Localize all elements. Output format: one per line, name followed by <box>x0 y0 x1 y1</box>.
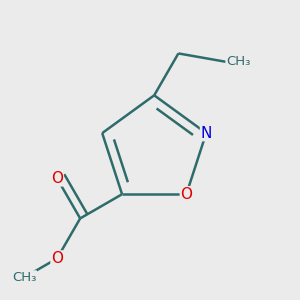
Text: CH₃: CH₃ <box>12 271 36 284</box>
Text: O: O <box>51 171 63 186</box>
Text: O: O <box>180 187 192 202</box>
Text: CH₃: CH₃ <box>226 55 250 68</box>
Text: O: O <box>51 251 63 266</box>
Text: N: N <box>200 126 212 141</box>
